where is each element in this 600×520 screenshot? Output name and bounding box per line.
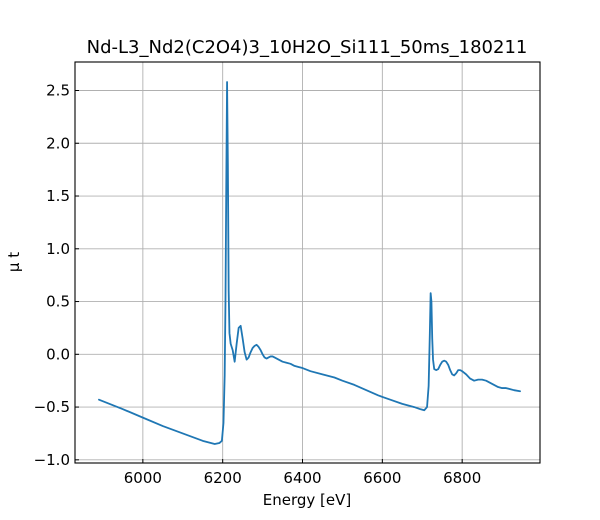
y-tick-label: 0.5 (46, 293, 70, 311)
y-tick-label: 2.5 (46, 81, 70, 99)
y-tick-label: −1.0 (34, 451, 70, 469)
series-layer (98, 81, 521, 445)
y-axis-label: μ t (5, 252, 23, 272)
chart-title: Nd-L3_Nd2(C2O4)3_10H2O_Si111_50ms_180211 (87, 37, 528, 58)
x-tick-label: 6200 (204, 469, 242, 487)
tick-marks (75, 89, 463, 463)
x-tick-label: 6400 (283, 469, 321, 487)
x-axis-label: Energy [eV] (263, 491, 351, 509)
series-line (98, 81, 521, 445)
y-tick-label: 0.0 (46, 345, 70, 363)
grid-lines (75, 62, 540, 463)
y-tick-label: 1.5 (46, 187, 70, 205)
y-tick-labels: −1.0 −0.5 0.0 0.5 1.0 1.5 2.0 2.5 (34, 81, 70, 468)
x-tick-label: 6800 (443, 469, 481, 487)
y-tick-label: 2.0 (46, 134, 70, 152)
x-tick-labels: 6000 6200 6400 6600 6800 (124, 469, 482, 487)
x-tick-label: 6600 (363, 469, 401, 487)
plot-frame (74, 61, 541, 464)
x-tick-label: 6000 (124, 469, 162, 487)
y-tick-label: −0.5 (34, 398, 70, 416)
y-tick-label: 1.0 (46, 240, 70, 258)
